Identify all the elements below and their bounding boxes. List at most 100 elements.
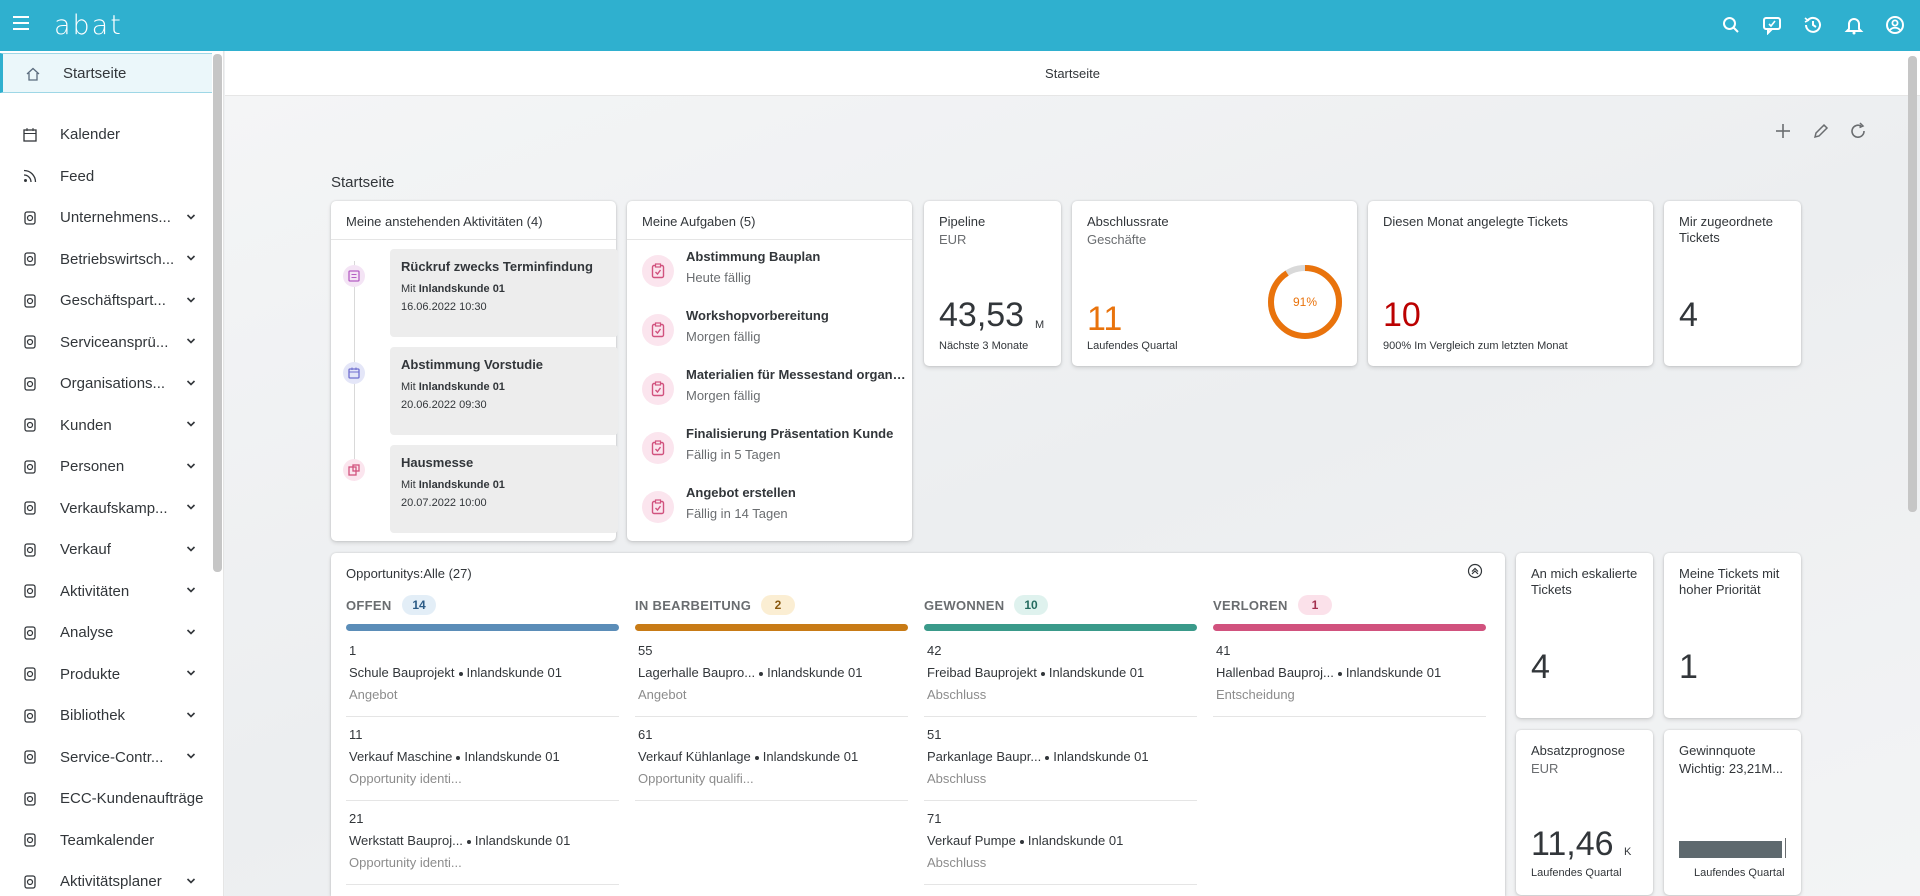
opportunity-customer: Inlandskunde 01: [1345, 665, 1442, 680]
escalated-tickets-tile[interactable]: An mich eskalierte Tickets 4: [1516, 553, 1653, 718]
activities-card[interactable]: Meine anstehenden Aktivitäten (4) Rückru…: [331, 201, 618, 541]
page-header: Startseite: [225, 51, 1920, 96]
menu-icon[interactable]: [13, 16, 29, 34]
opportunity-item[interactable]: 51 Parkanlage Baupr... Inlandskunde 01 Absc…: [924, 717, 1197, 801]
tile-value: 4: [1679, 296, 1698, 334]
page-header-title: Startseite: [1045, 66, 1100, 81]
analysis-icon: [24, 625, 36, 640]
opportunity-item[interactable]: 71 Verkauf Pumpe Inlandskunde 01 Abschluss: [924, 801, 1197, 885]
sidebar-item-label: Verkaufskamp...: [60, 499, 168, 517]
task-item[interactable]: Angebot erstellen Fällig in 14 Tagen: [642, 485, 912, 535]
notifications-icon[interactable]: [1844, 15, 1864, 35]
opportunity-column-label: GEWONNEN: [924, 598, 1005, 613]
activity-item[interactable]: Hausmesse Mit Inlandskunde 01 20.07.2022…: [390, 445, 618, 533]
chevron-down-icon[interactable]: [186, 419, 196, 429]
opportunities-card[interactable]: Opportunitys:Alle (27) OFFEN 14 1 Schule Ba…: [331, 553, 1505, 896]
task-item[interactable]: Workshopvorbereitung Morgen fällig: [642, 308, 912, 358]
task-title: Finalisierung Präsentation Kunde: [686, 426, 894, 441]
closing-rate-tile[interactable]: Abschlussrate Geschäfte 11 Laufendes Qua…: [1072, 201, 1357, 366]
sidebar-item[interactable]: Analyse: [0, 613, 212, 653]
opportunity-number: 55: [638, 643, 653, 658]
sidebar-item[interactable]: Service-Contr...: [0, 737, 212, 777]
sidebar-item[interactable]: Aktivitäten: [0, 571, 212, 611]
win-rate-tile[interactable]: Gewinnquote Wichtig: 23,21M... Laufendes…: [1664, 730, 1801, 895]
opportunity-item[interactable]: 61 Verkauf Kühlanlage Inlandskunde 01 Oppor…: [635, 717, 908, 801]
sidebar-item[interactable]: Organisations...: [0, 364, 212, 404]
sidebar-scrollbar[interactable]: [213, 54, 222, 572]
activity-with: Mit Inlandskunde 01: [401, 381, 505, 393]
opportunity-customer: Inlandskunde 01: [762, 749, 859, 764]
tasks-card[interactable]: Meine Aufgaben (5) Abstimmung Bauplan Heu…: [627, 201, 912, 541]
feedback-icon[interactable]: [1762, 15, 1782, 35]
sidebar-item[interactable]: Teamkalender: [0, 820, 212, 860]
app-logo[interactable]: abat: [54, 10, 123, 41]
task-item[interactable]: Materialien für Messestand organisieren M…: [642, 367, 912, 417]
activity-item[interactable]: Abstimmung Vorstudie Mit Inlandskunde 01…: [390, 347, 618, 435]
chevron-down-icon[interactable]: [186, 876, 196, 886]
refresh-icon[interactable]: [1849, 122, 1867, 140]
opportunity-item[interactable]: 11 Verkauf Maschine Inlandskunde 01 Opportu…: [346, 717, 619, 801]
opportunity-item[interactable]: 41 Hallenbad Bauproj... Inlandskunde 01 Ent…: [1213, 633, 1486, 717]
chevron-down-icon[interactable]: [186, 295, 196, 305]
sidebar-item-label: Feed: [60, 167, 95, 185]
collapse-icon[interactable]: [1467, 563, 1483, 579]
activity-item[interactable]: Rückruf zwecks Terminfindung Mit Inlands…: [390, 249, 618, 337]
chevron-down-icon[interactable]: [186, 585, 196, 595]
sales-forecast-tile[interactable]: Absatzprognose EUR 11,46 K Laufendes Qua…: [1516, 730, 1653, 895]
task-item[interactable]: Abstimmung Bauplan Heute fällig: [642, 249, 912, 299]
sidebar-item[interactable]: Kunden: [0, 405, 212, 445]
content-scrollbar[interactable]: [1908, 56, 1917, 512]
task-due: Heute fällig: [686, 270, 752, 285]
sidebar-item[interactable]: Bibliothek: [0, 696, 212, 736]
opportunity-item[interactable]: 21 Werkstatt Bauproj... Inlandskunde 01 Opp…: [346, 801, 619, 885]
sidebar-item[interactable]: Feed: [0, 156, 212, 196]
opportunity-status: Abschluss: [927, 855, 987, 870]
sidebar-item[interactable]: Serviceansprü...: [0, 322, 212, 362]
pipeline-tile[interactable]: Pipeline EUR 43,53 M Nächste 3 Monate: [924, 201, 1061, 366]
opportunity-status: Opportunity identi...: [349, 855, 462, 870]
high-priority-tickets-tile[interactable]: Meine Tickets mit hoher Priorität 1: [1664, 553, 1801, 718]
tile-title: Pipeline: [939, 214, 986, 229]
opportunity-item[interactable]: 42 Freibad Bauprojekt Inlandskunde 01 Absch…: [924, 633, 1197, 717]
chevron-down-icon[interactable]: [186, 336, 196, 346]
sidebar-item[interactable]: Produkte: [0, 654, 212, 694]
sidebar-item-label: Teamkalender: [60, 831, 155, 849]
home-icon: [26, 67, 40, 81]
edit-icon[interactable]: [1812, 122, 1830, 140]
closing-rate-percent: 91%: [1293, 295, 1317, 309]
chevron-down-icon[interactable]: [186, 502, 196, 512]
search-icon[interactable]: [1721, 15, 1741, 35]
sidebar-item[interactable]: Betriebswirtsch...: [0, 239, 212, 279]
assigned-tickets-tile[interactable]: Mir zugeordnete Tickets 4: [1664, 201, 1801, 366]
sidebar-item[interactable]: Personen: [0, 447, 212, 487]
chevron-down-icon[interactable]: [186, 710, 196, 720]
chevron-down-icon[interactable]: [186, 751, 196, 761]
task-item[interactable]: Finalisierung Präsentation Kunde Fällig i…: [642, 426, 912, 476]
task-icon: [642, 255, 674, 287]
activities-icon: [24, 584, 36, 598]
chevron-down-icon[interactable]: [186, 253, 196, 263]
opportunity-item[interactable]: 1 Schule Bauprojekt Inlandskunde 01 Angebot: [346, 633, 619, 717]
add-icon[interactable]: [1774, 122, 1792, 140]
sidebar-item[interactable]: Verkaufskamp...: [0, 488, 212, 528]
chevron-down-icon[interactable]: [186, 212, 196, 222]
sidebar-item[interactable]: Verkauf: [0, 530, 212, 570]
chevron-down-icon[interactable]: [186, 668, 196, 678]
sidebar-item[interactable]: Geschäftspart...: [0, 281, 212, 321]
opportunity-column-label: OFFEN: [346, 598, 392, 613]
sidebar-item[interactable]: Kalender: [0, 115, 212, 155]
chevron-down-icon[interactable]: [186, 461, 196, 471]
sidebar-item[interactable]: Aktivitätsplaner: [0, 862, 212, 896]
history-icon[interactable]: [1803, 15, 1823, 35]
chevron-down-icon[interactable]: [186, 378, 196, 388]
user-avatar-icon[interactable]: [1885, 15, 1905, 35]
tile-title: Mir zugeordnete Tickets: [1679, 214, 1773, 245]
sidebar-item-label: Kalender: [60, 126, 121, 143]
sidebar-item[interactable]: Unternehmens...: [0, 198, 212, 238]
tickets-month-tile[interactable]: Diesen Monat angelegte Tickets 10 900% I…: [1368, 201, 1653, 366]
chevron-down-icon[interactable]: [186, 544, 196, 554]
sidebar-item[interactable]: ECC-Kundenaufträge: [0, 779, 212, 819]
chevron-down-icon[interactable]: [186, 627, 196, 637]
opportunity-item[interactable]: 55 Lagerhalle Baupro... Inlandskunde 01 Ang…: [635, 633, 908, 717]
sidebar-item[interactable]: Startseite: [0, 53, 212, 93]
